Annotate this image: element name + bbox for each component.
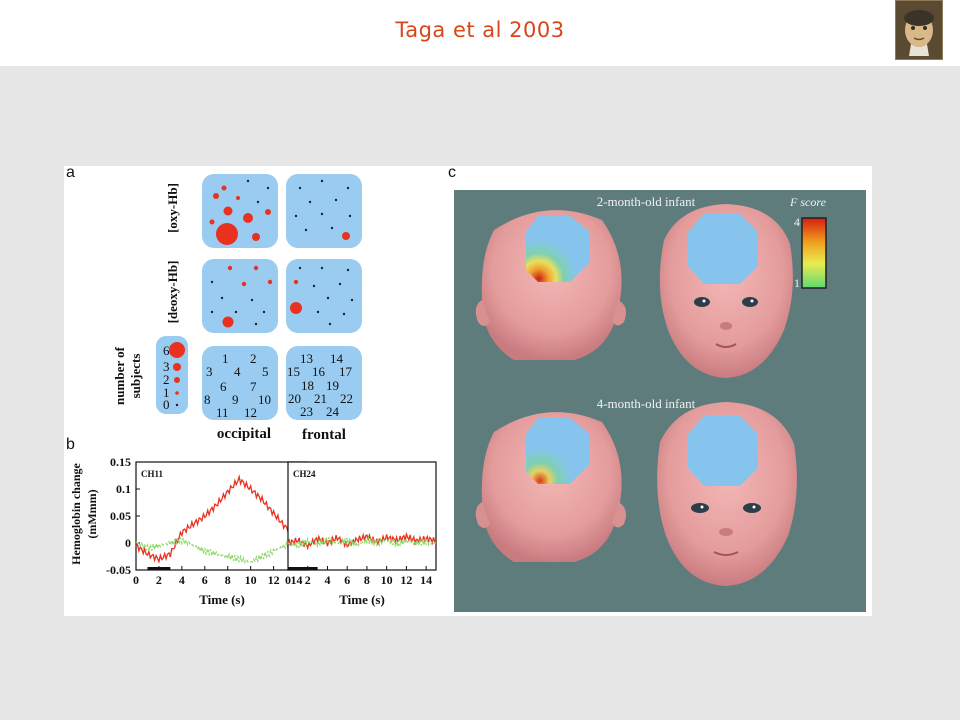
oxy-frontal-map [286, 174, 362, 248]
x-tick-label: 2 [156, 573, 162, 587]
svg-text:4: 4 [234, 364, 241, 379]
svg-text:14: 14 [330, 351, 344, 366]
slide-title: Taga et al 2003 [395, 18, 565, 42]
occipital-channel-map: 1 2 3 4 5 6 7 8 9 10 11 12 [202, 346, 278, 420]
x-tick-label: 0 [285, 573, 291, 587]
x-tick-label: 6 [344, 573, 350, 587]
slide-header: Taga et al 2003 [0, 0, 960, 66]
svg-text:7: 7 [250, 379, 257, 394]
y-tick-label: 0.05 [110, 509, 131, 523]
x-tick-label: 4 [179, 573, 185, 587]
x-tick-label: 2 [305, 573, 311, 587]
ylabel-line2: (mMmm) [85, 489, 99, 538]
x-tick-label: 12 [400, 573, 412, 587]
figure-taga-2003: a [oxy-Hb] [deoxy-Hb] [64, 164, 872, 616]
channel-label: CH11 [141, 469, 164, 479]
x-tick-label: 10 [381, 573, 393, 587]
svg-text:12: 12 [244, 405, 257, 420]
colorbar-min: 1 [794, 276, 800, 290]
svg-text:22: 22 [340, 391, 353, 406]
x-tick-label: 4 [324, 573, 330, 587]
y-tick-label: 0.15 [110, 455, 131, 469]
svg-text:8: 8 [204, 392, 211, 407]
region-label-frontal: frontal [302, 427, 346, 443]
stimulus-bar [147, 567, 171, 570]
svg-text:13: 13 [300, 351, 313, 366]
y-tick-label: -0.05 [106, 563, 131, 577]
panel-a-letter: a [66, 164, 75, 181]
row-label-oxy: [oxy-Hb] [165, 183, 180, 233]
channel-label: CH24 [293, 469, 316, 479]
legend-value-3: 3 [163, 359, 170, 374]
svg-text:21: 21 [314, 391, 327, 406]
head-2m-front [659, 204, 793, 378]
fscore-colorbar: F score 4 1 [789, 195, 827, 290]
series-deoxy-line [287, 535, 437, 550]
row-label-deoxy: [deoxy-Hb] [165, 261, 180, 324]
y-tick-label: 0.1 [116, 482, 131, 496]
legend-value-6: 6 [163, 343, 170, 358]
svg-text:20: 20 [288, 391, 301, 406]
row-title-2-month: 2-month-old infant [597, 194, 696, 209]
x-axis-label: Time (s) [199, 592, 245, 607]
svg-text:16: 16 [312, 364, 326, 379]
plot-ch24: CH24 0 2 4 6 8 10 12 14 Time (s) [285, 461, 437, 607]
x-tick-label: 8 [364, 573, 370, 587]
legend-title-line1: number of [112, 346, 127, 405]
legend-value-0: 0 [163, 397, 170, 412]
svg-text:15: 15 [287, 364, 300, 379]
svg-text:1: 1 [222, 351, 229, 366]
row-title-4-month: 4-month-old infant [597, 396, 696, 411]
legend-subject-count: 6 3 2 1 0 [156, 336, 188, 414]
deoxy-occipital-map [202, 259, 278, 333]
deoxy-frontal-map [286, 259, 362, 333]
svg-text:2: 2 [250, 351, 257, 366]
legend-value-1: 1 [163, 385, 170, 400]
panel-b-letter: b [66, 436, 75, 453]
svg-text:6: 6 [220, 379, 227, 394]
panel-c-letter: c [448, 164, 456, 181]
series-deoxy-line [135, 537, 308, 565]
svg-text:5: 5 [262, 364, 269, 379]
colorbar-max: 4 [794, 215, 800, 229]
frontal-channel-map: 13 14 15 16 17 18 19 20 21 22 23 24 [286, 346, 362, 420]
y-tick-label: 0 [125, 536, 131, 550]
x-tick-label: 0 [133, 573, 139, 587]
svg-text:17: 17 [339, 364, 353, 379]
series-oxy-line [287, 531, 437, 551]
plot-frame [287, 461, 437, 571]
x-tick-label: 10 [245, 573, 257, 587]
svg-text:10: 10 [258, 392, 271, 407]
x-tick-label: 6 [202, 573, 208, 587]
svg-text:19: 19 [326, 378, 339, 393]
svg-text:18: 18 [301, 378, 314, 393]
head-4m-front [657, 402, 797, 586]
x-tick-label: 14 [291, 573, 303, 587]
panel-c-canvas: 2-month-old infant 4-month-old infant F … [475, 194, 827, 586]
sage-portrait-icon [895, 0, 943, 60]
series-oxy-line [135, 474, 309, 564]
head-2m-back [475, 210, 626, 360]
svg-text:24: 24 [326, 404, 340, 419]
svg-text:23: 23 [300, 404, 313, 419]
legend-value-2: 2 [163, 372, 170, 387]
colorbar-title: F score [789, 195, 827, 209]
ylabel-line1: Hemoglobin change [69, 462, 83, 564]
stimulus-bar [288, 567, 318, 570]
head-4m-back [475, 412, 626, 562]
x-tick-label: 12 [268, 573, 280, 587]
panel-a-diagram: [oxy-Hb] [deoxy-Hb] [112, 174, 362, 443]
svg-text:11: 11 [216, 405, 229, 420]
region-label-occipital: occipital [217, 426, 271, 442]
legend-title-line2: subjects [128, 354, 143, 399]
svg-text:9: 9 [232, 392, 239, 407]
oxy-occipital-map [202, 174, 278, 248]
x-axis-label: Time (s) [339, 592, 385, 607]
panel-c-fscore-maps: 2-month-old infant 4-month-old infant F … [454, 190, 866, 612]
x-tick-label: 8 [225, 573, 231, 587]
svg-text:3: 3 [206, 364, 213, 379]
x-tick-label: 14 [420, 573, 432, 587]
